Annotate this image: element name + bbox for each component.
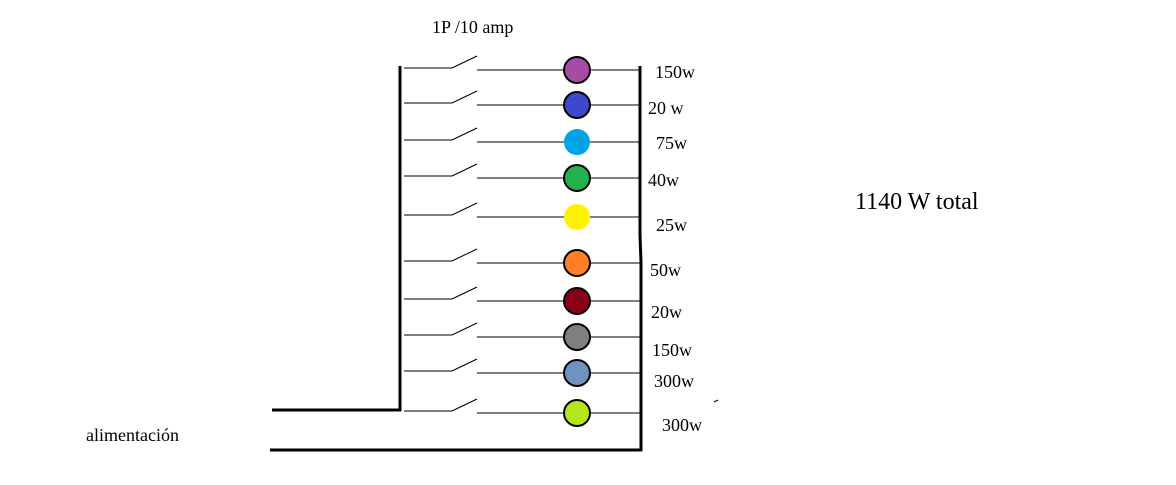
switch-icon: [451, 398, 478, 412]
circuit-row: [404, 163, 640, 192]
circuit-row: [404, 322, 640, 351]
switch-icon: [451, 322, 478, 336]
circuits: [404, 55, 640, 427]
circuit-row: [404, 55, 640, 84]
switch-icon: [451, 248, 478, 262]
switch-icon: [451, 163, 478, 177]
circuit-row: [404, 358, 640, 387]
lamp-icon: [563, 164, 591, 192]
lamp-icon: [563, 323, 591, 351]
switch-icon: [451, 127, 478, 141]
lamp-icon: [564, 204, 590, 230]
lamp-icon: [563, 249, 591, 277]
circuit-row: [404, 248, 640, 277]
lamp-icon: [563, 399, 591, 427]
lamp-icon: [563, 56, 591, 84]
switch-icon: [451, 55, 478, 69]
circuit-row: [404, 90, 640, 119]
watt-label: 20w: [651, 302, 682, 322]
circuit-row: [404, 398, 640, 427]
watt-label: 25w: [656, 215, 687, 235]
watt-label: 20 w: [648, 98, 684, 118]
circuit-row: [404, 202, 640, 230]
watt-label: 300w: [662, 415, 702, 435]
lamp-icon: [563, 287, 591, 315]
lamp-icon: [563, 91, 591, 119]
watt-label: 40w: [648, 170, 679, 190]
switch-icon: [451, 202, 478, 216]
watt-label: 150w: [655, 62, 695, 82]
lamp-icon: [564, 129, 590, 155]
watt-label: 150w: [652, 340, 692, 360]
total-watts-label: 1140 W total: [855, 189, 979, 215]
supply-wires: [270, 66, 719, 452]
switch-icon: [451, 358, 478, 372]
watt-label: 75w: [656, 133, 687, 153]
circuit-row: [404, 127, 640, 155]
stray-mark: [713, 399, 719, 403]
circuit-row: [404, 286, 640, 315]
breaker-label: 1P /10 amp: [432, 17, 514, 37]
watt-label: 300w: [654, 371, 694, 391]
lamp-icon: [563, 359, 591, 387]
supply-label: alimentación: [86, 425, 179, 445]
right-bus-middle: [638, 234, 643, 263]
switch-icon: [451, 90, 478, 104]
watt-label: 50w: [650, 260, 681, 280]
switch-icon: [451, 286, 478, 300]
